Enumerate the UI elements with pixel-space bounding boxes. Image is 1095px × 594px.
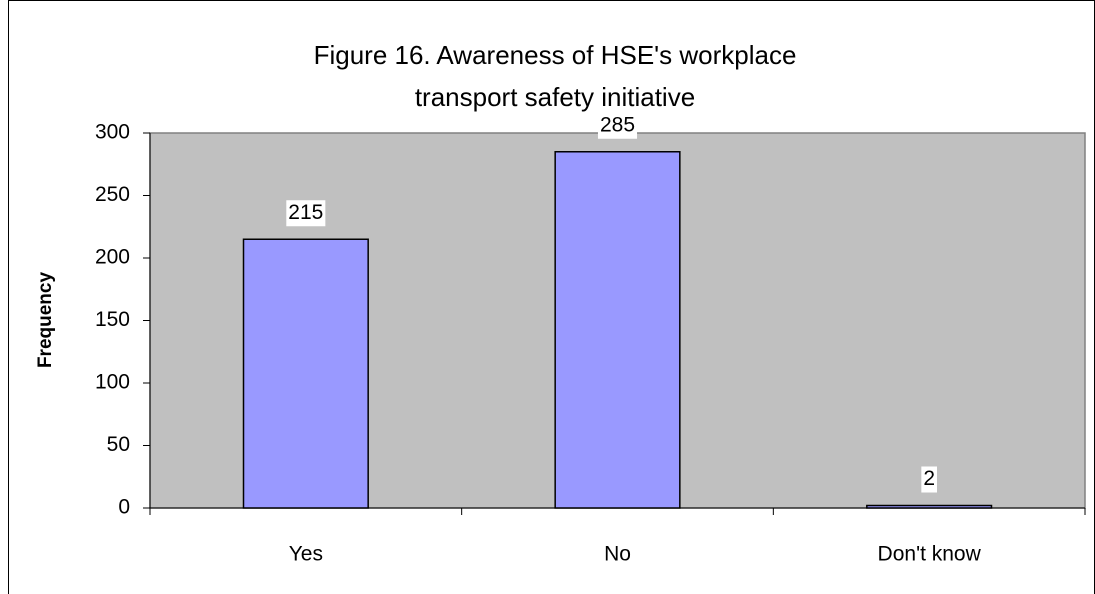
data-label: 215 — [288, 201, 323, 224]
y-tick-label: 200 — [95, 246, 130, 269]
bar — [242, 238, 369, 509]
x-tick-label: No — [604, 543, 631, 566]
x-tick-label: Don't know — [878, 543, 982, 566]
y-tick-label: 250 — [95, 183, 130, 206]
data-label: 285 — [600, 113, 635, 136]
y-tick-label: 50 — [107, 433, 130, 456]
y-tick-label: 0 — [118, 496, 130, 519]
y-tick-label: 100 — [95, 371, 130, 394]
bar — [866, 504, 993, 509]
data-label: 2 — [923, 467, 935, 490]
x-tick-label: Yes — [289, 543, 323, 566]
y-axis-label: Frequency — [35, 272, 56, 369]
bar — [554, 151, 681, 509]
y-tick-label: 300 — [95, 121, 130, 144]
chart-title: transport safety initiative — [415, 82, 695, 112]
y-tick-label: 150 — [95, 308, 130, 331]
data-label-bg — [597, 112, 638, 139]
chart-title: Figure 16. Awareness of HSE's workplace — [314, 40, 797, 70]
data-label-bg — [286, 200, 326, 227]
data-label-bg — [921, 466, 938, 493]
